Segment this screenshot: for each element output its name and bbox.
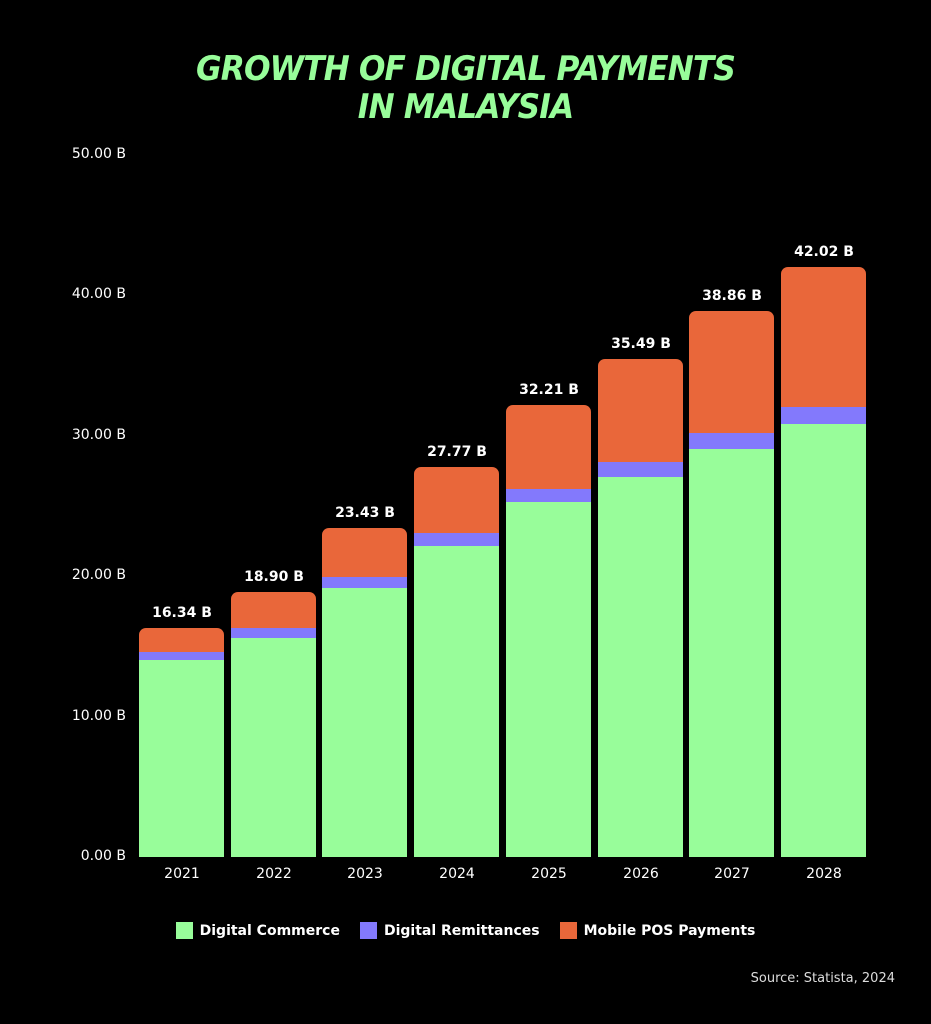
x-tick-label: 2025 [531,866,567,882]
legend-label: Digital Commerce [199,922,340,939]
x-tick-label: 2022 [256,866,292,882]
bar-segment-mobile-pos-payments [506,404,591,490]
legend-item-digital-commerce: Digital Commerce [175,922,340,939]
x-tick-label: 2021 [164,866,200,882]
legend-item-digital-remittances: Digital Remittances [359,922,540,939]
bar-segment-digital-remittances [781,407,866,425]
x-tick-label: 2024 [439,866,475,882]
bar-segment-digital-remittances [506,489,591,503]
legend-label: Digital Remittances [383,922,540,939]
bar-segment-digital-remittances [598,461,683,477]
bar-segment-digital-commerce [414,546,499,857]
bar-segment-digital-commerce [598,476,683,857]
bar-segment-mobile-pos-payments [689,311,774,433]
x-tick-label: 2026 [623,866,659,882]
bar-segment-digital-remittances [414,532,499,547]
y-tick-label: 40.00 B [71,286,126,303]
bar-2024 [414,467,499,857]
x-tick-label: 2028 [806,866,842,882]
y-tick-label: 20.00 B [71,567,126,584]
y-tick-label: 50.00 B [71,146,126,162]
bar-segment-digital-remittances [231,628,316,638]
bar-2028 [781,267,866,857]
bar-total-label: 27.77 B [427,444,487,461]
source-note: Source: Statista, 2024 [750,971,895,986]
bar-segment-digital-commerce [781,424,866,857]
y-tick-label: 10.00 B [71,707,126,724]
bar-segment-digital-commerce [231,637,316,857]
legend-item-mobile-pos: Mobile POS Payments [559,922,756,939]
bar-2022 [231,591,316,857]
x-tick-label: 2027 [714,866,750,882]
legend: Digital Commerce Digital Remittances Mob… [0,922,931,939]
bar-total-label: 35.49 B [611,335,671,352]
bar-segment-digital-commerce [689,449,774,857]
bar-segment-digital-remittances [139,652,224,661]
bar-total-label: 16.34 B [152,604,212,621]
y-tick-label: 0.00 B [80,848,126,864]
bar-segment-mobile-pos-payments [139,627,224,653]
bar-segment-mobile-pos-payments [414,467,499,533]
chart-title-line1: GROWTH OF DIGITAL PAYMENTS [196,49,736,89]
bar-total-label: 23.43 B [335,505,395,522]
bar-total-label: 32.21 B [519,381,579,398]
bar-total-label: 42.02 B [794,244,854,261]
bar-total-label: 38.86 B [702,288,762,305]
bar-segment-digital-commerce [139,660,224,857]
x-tick-label: 2023 [347,866,383,882]
bar-2027 [689,311,774,857]
bar-2025 [506,404,591,857]
legend-swatch-digital-commerce [175,922,193,939]
legend-label: Mobile POS Payments [583,922,756,939]
bar-2023 [322,528,407,857]
chart-title-line2: IN MALAYSIA [357,87,574,127]
bar-segment-digital-remittances [689,433,774,449]
bar-2026 [598,358,683,857]
bar-segment-mobile-pos-payments [781,267,866,408]
y-tick-label: 30.00 B [71,426,126,443]
bar-segment-digital-commerce [506,502,591,857]
bar-segment-mobile-pos-payments [231,591,316,629]
bar-2021 [139,627,224,857]
chart-title: GROWTH OF DIGITAL PAYMENTS IN MALAYSIA [37,50,894,126]
bar-total-label: 18.90 B [244,568,304,585]
bar-segment-digital-remittances [322,577,407,588]
legend-swatch-mobile-pos [559,922,577,939]
legend-swatch-digital-remittances [359,922,377,939]
bar-segment-mobile-pos-payments [322,528,407,578]
bar-segment-mobile-pos-payments [598,358,683,462]
bar-segment-digital-commerce [322,588,407,857]
